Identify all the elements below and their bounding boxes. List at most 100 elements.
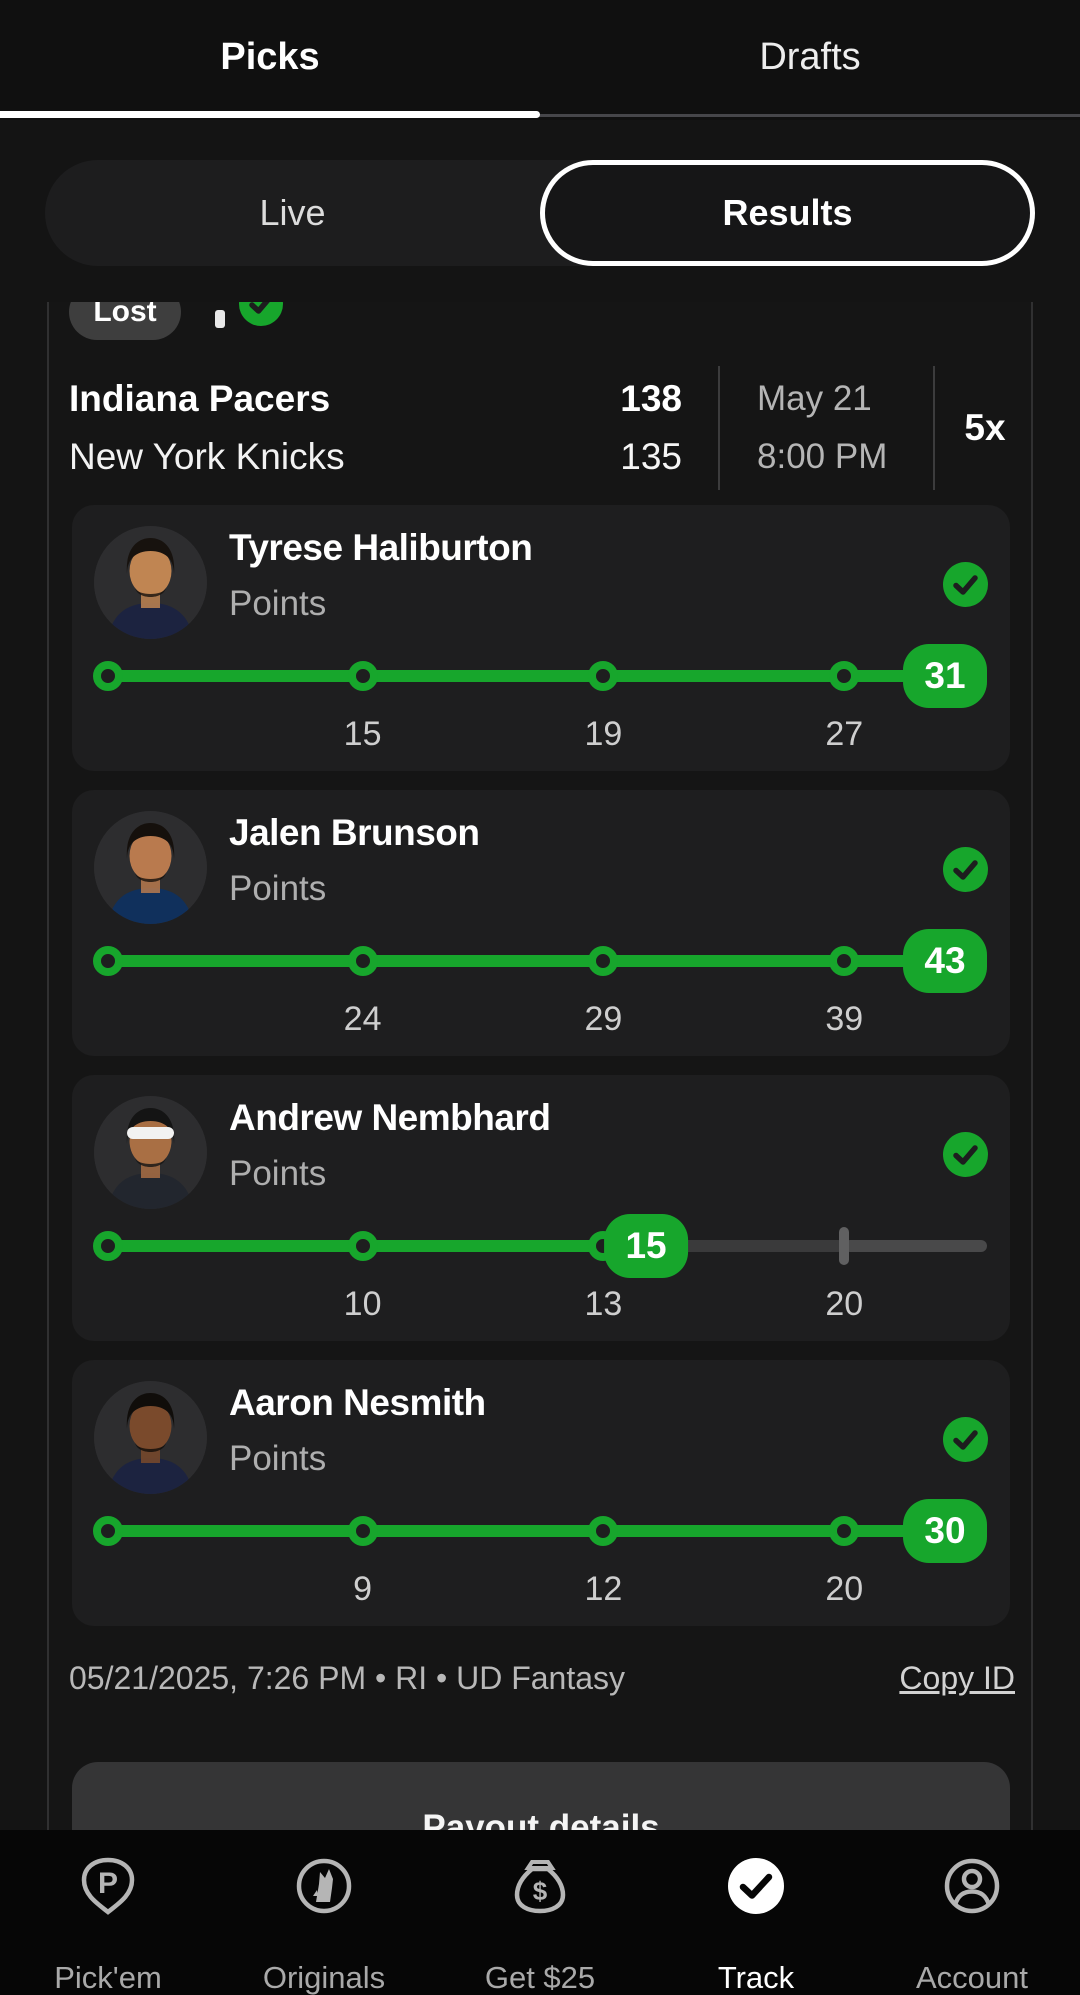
payout-details-label: Payout details <box>422 1808 660 1830</box>
result-value-badge: 30 <box>903 1499 987 1563</box>
player-name: Jalen Brunson <box>229 812 480 853</box>
tick-labels: 9 12 20 <box>95 1570 987 1610</box>
person-circle-icon <box>940 1854 1004 1918</box>
dog-icon <box>292 1854 356 1918</box>
progress-slider: 31 <box>93 644 987 708</box>
tab-picks[interactable]: Picks <box>220 35 320 78</box>
slider-tick-node <box>347 1231 378 1261</box>
tick-label: 24 <box>343 1000 382 1038</box>
entry-meta-row: 05/21/2025, 7:26 PM • RI • UD Fantasy Co… <box>69 1660 1015 1702</box>
game-header: Indiana Pacers New York Knicks 138 135 M… <box>69 362 1015 494</box>
tick-label: 20 <box>825 1570 864 1608</box>
tick-label: 20 <box>825 1285 864 1323</box>
green-track <box>95 955 987 967</box>
tick-label: 29 <box>584 1000 623 1038</box>
pick-card: Tyrese Haliburton Points 31 15 19 27 <box>72 505 1010 771</box>
progress-slider: 43 <box>93 929 987 993</box>
player-avatar <box>94 811 207 924</box>
nav-item-pick-em[interactable]: P Pick'em <box>0 1854 216 1995</box>
tick-label: 9 <box>353 1570 373 1608</box>
stat-label: Points <box>229 1154 327 1193</box>
nav-item-get-25[interactable]: $ Get $25 <box>432 1854 648 1995</box>
nav-label: Account <box>915 1960 1028 1995</box>
pick-card: Andrew Nembhard Points 15 10 13 20 <box>72 1075 1010 1341</box>
toggle-results[interactable]: Results <box>540 160 1035 266</box>
entry-meta-text: 05/21/2025, 7:26 PM • RI • UD Fantasy <box>69 1660 626 1696</box>
home-team-name: Indiana Pacers <box>69 378 331 419</box>
pick-result-check-icon <box>943 1132 988 1177</box>
copy-id-link[interactable]: Copy ID <box>899 1660 1015 1696</box>
payout-multiplier: 5x <box>964 407 1006 448</box>
stat-label: Points <box>229 1439 327 1478</box>
game-time: 8:00 PM <box>757 437 888 476</box>
status-badge: Lost <box>69 302 181 340</box>
green-track <box>95 1525 987 1537</box>
slider-start-node <box>93 1231 124 1261</box>
tick-label: 13 <box>584 1285 623 1323</box>
slider-tick-node <box>588 946 619 976</box>
nav-label: Get $25 <box>484 1960 596 1995</box>
tick-label: 39 <box>825 1000 864 1038</box>
top-tab-bar: Picks Drafts <box>0 0 1080 120</box>
results-scroll-area[interactable]: Lost Indiana Pacers New York Knicks 138 … <box>0 302 1080 1830</box>
clipped-icon-fragment <box>215 310 225 328</box>
pick-icon: P <box>76 1854 140 1918</box>
progress-slider: 30 <box>93 1499 987 1563</box>
tick-label: 12 <box>584 1570 623 1608</box>
slider-start-node <box>93 661 124 691</box>
game-date: May 21 <box>757 379 872 418</box>
money-bag-icon: $ <box>508 1854 572 1918</box>
tick-labels: 10 13 20 <box>95 1285 987 1325</box>
tick-label: 15 <box>343 715 382 753</box>
svg-text:$: $ <box>533 1876 548 1906</box>
tick-label: 19 <box>584 715 623 753</box>
pick-card: Jalen Brunson Points 43 24 29 39 <box>72 790 1010 1056</box>
player-name: Tyrese Haliburton <box>229 527 533 568</box>
pick-result-check-icon <box>943 847 988 892</box>
player-name: Andrew Nembhard <box>229 1097 551 1138</box>
toggle-live[interactable]: Live <box>259 192 326 233</box>
player-name: Aaron Nesmith <box>229 1382 486 1423</box>
active-tab-indicator <box>0 111 540 118</box>
slider-tick-node <box>829 946 860 976</box>
nav-label: Originals <box>262 1960 386 1995</box>
result-value-badge: 43 <box>903 929 987 993</box>
slider-start-node <box>93 1516 124 1546</box>
pick-result-check-icon <box>943 562 988 607</box>
away-team-score: 135 <box>620 436 682 477</box>
slider-tick-node <box>829 1516 860 1546</box>
result-card: Lost Indiana Pacers New York Knicks 138 … <box>47 302 1033 1830</box>
slider-tick-node <box>588 661 619 691</box>
nav-item-account[interactable]: Account <box>864 1854 1080 1995</box>
player-avatar <box>94 526 207 639</box>
bottom-nav: P Pick'em Originals $ Get $25 Track Accou… <box>0 1830 1080 1995</box>
tab-hairline <box>0 114 1080 117</box>
slider-tick-bar <box>839 1227 850 1265</box>
progress-slider: 15 <box>93 1214 987 1278</box>
svg-text:P: P <box>98 1867 118 1900</box>
away-team-name: New York Knicks <box>69 436 345 477</box>
slider-tick-node <box>347 661 378 691</box>
divider <box>933 366 935 490</box>
slider-start-node <box>93 946 124 976</box>
result-value-badge: 31 <box>903 644 987 708</box>
nav-item-track[interactable]: Track <box>648 1854 864 1995</box>
slider-tick-node <box>347 946 378 976</box>
live-results-toggle: Live Results <box>45 160 1035 266</box>
result-value-badge: 15 <box>604 1214 689 1278</box>
divider <box>718 366 720 490</box>
nav-label: Track <box>717 1960 795 1995</box>
tab-drafts[interactable]: Drafts <box>759 35 861 78</box>
tick-labels: 24 29 39 <box>95 1000 987 1040</box>
home-team-score: 138 <box>620 378 682 419</box>
nav-item-originals[interactable]: Originals <box>216 1854 432 1995</box>
check-circle-icon <box>724 1854 788 1918</box>
status-check-icon <box>239 302 283 326</box>
stat-label: Points <box>229 869 327 908</box>
player-avatar <box>94 1096 207 1209</box>
payout-details-button[interactable]: Payout details <box>72 1762 1010 1830</box>
tick-labels: 15 19 27 <box>95 715 987 755</box>
tick-label: 27 <box>825 715 864 753</box>
stat-label: Points <box>229 584 327 623</box>
